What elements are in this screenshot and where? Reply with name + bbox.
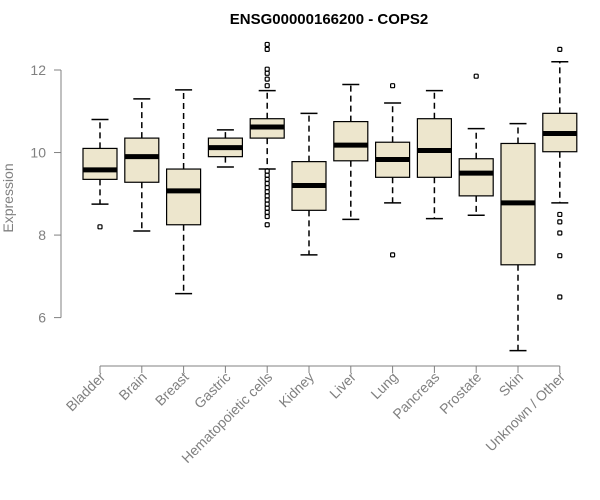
boxes-group bbox=[82, 41, 578, 352]
y-tick-label: 10 bbox=[30, 145, 46, 161]
x-tick-label: Brain bbox=[115, 369, 149, 403]
outlier-point bbox=[264, 201, 270, 207]
box-skin bbox=[500, 122, 536, 352]
x-tick-label: Lung bbox=[367, 369, 400, 402]
box-unknown-other bbox=[542, 46, 578, 300]
box-pancreas bbox=[416, 89, 452, 220]
outlier-point bbox=[264, 176, 270, 182]
outlier-point bbox=[557, 46, 563, 52]
box-hematopoietic-cells bbox=[249, 41, 285, 228]
outlier-point bbox=[264, 66, 270, 72]
outlier-point bbox=[557, 294, 563, 300]
box-brain bbox=[124, 98, 160, 232]
x-tick-label: Breast bbox=[152, 369, 192, 409]
outlier-point bbox=[390, 252, 396, 258]
y-axis: 6 8 10 12 bbox=[30, 62, 62, 326]
chart-title: ENSG00000166200 - COPS2 bbox=[230, 11, 428, 28]
box-bladder bbox=[82, 118, 118, 230]
outlier-point bbox=[264, 168, 270, 174]
y-tick-label: 8 bbox=[38, 227, 46, 243]
x-tick-label: Unknown / Other bbox=[482, 369, 568, 455]
outlier-point bbox=[557, 211, 563, 218]
outlier-point bbox=[557, 219, 563, 225]
y-tick-label: 12 bbox=[30, 62, 46, 78]
outlier-point bbox=[264, 41, 270, 48]
outlier-point bbox=[264, 185, 270, 191]
box-iqr bbox=[166, 168, 202, 226]
box-gastric bbox=[207, 129, 243, 168]
outlier-point bbox=[390, 83, 396, 89]
box-iqr bbox=[458, 158, 494, 197]
x-tick-label: Kidney bbox=[276, 369, 318, 411]
box-iqr bbox=[333, 120, 369, 162]
y-tick-label: 6 bbox=[38, 310, 46, 326]
outlier-point bbox=[264, 209, 270, 215]
outlier-point bbox=[264, 172, 270, 178]
x-tick-label: Bladder bbox=[63, 369, 109, 415]
box-lung bbox=[375, 83, 411, 258]
outlier-point bbox=[473, 73, 479, 79]
outlier-point bbox=[97, 224, 103, 230]
x-tick-label: Prostate bbox=[436, 369, 484, 417]
outlier-point bbox=[264, 76, 270, 82]
outlier-point bbox=[557, 230, 563, 236]
outlier-point bbox=[264, 83, 270, 89]
x-tick-label: Skin bbox=[496, 369, 527, 400]
box-iqr bbox=[124, 137, 160, 183]
outlier-point bbox=[264, 205, 270, 211]
outlier-point bbox=[264, 213, 270, 220]
outlier-point bbox=[264, 46, 270, 52]
outlier-point bbox=[264, 197, 270, 203]
outlier-point bbox=[264, 222, 270, 228]
x-tick-label: Liver bbox=[326, 369, 359, 402]
box-kidney bbox=[291, 112, 327, 256]
y-axis-label: Expression bbox=[0, 163, 16, 232]
box-breast bbox=[166, 89, 202, 295]
box-liver bbox=[333, 83, 369, 221]
box-iqr bbox=[82, 147, 118, 180]
outlier-point bbox=[264, 70, 270, 76]
outlier-point bbox=[557, 253, 563, 259]
outlier-point bbox=[264, 193, 270, 199]
outlier-point bbox=[264, 189, 270, 195]
outlier-point bbox=[264, 180, 270, 187]
box-prostate bbox=[458, 73, 494, 217]
